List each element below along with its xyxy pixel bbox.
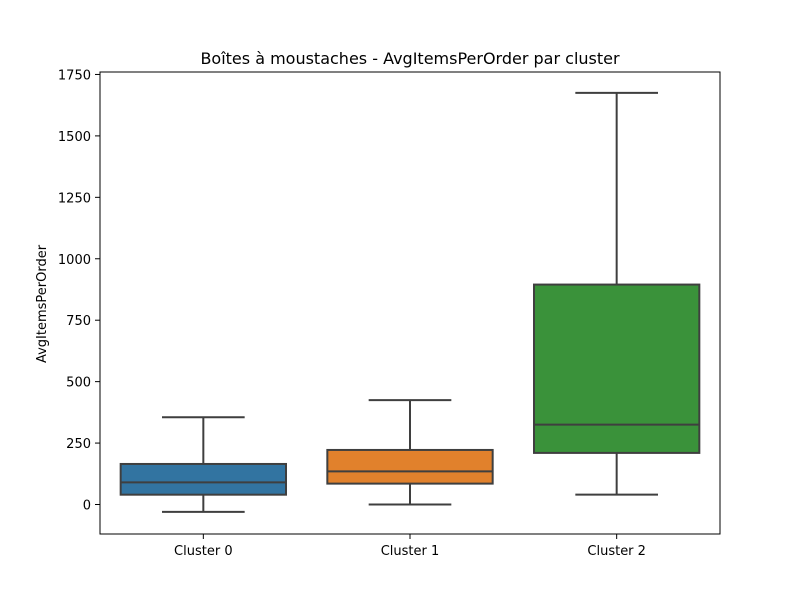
y-axis: 0 250 500 750 1000 1250 1500 1750 xyxy=(58,68,100,514)
box-1 xyxy=(326,399,494,506)
iqr-box xyxy=(326,448,494,485)
iqr-box xyxy=(119,462,287,496)
box-2 xyxy=(533,91,701,496)
plot-area xyxy=(119,91,701,513)
y-axis-label: AvgItemsPerOrder xyxy=(35,244,50,363)
y-tick-label: 0 xyxy=(83,499,91,514)
x-tick-label: Cluster 1 xyxy=(381,544,440,559)
box-0 xyxy=(119,416,287,513)
x-tick-label: Cluster 2 xyxy=(587,544,646,559)
y-tick-label: 1250 xyxy=(58,191,91,206)
x-axis: Cluster 0 Cluster 1 Cluster 2 xyxy=(174,534,646,559)
iqr-box xyxy=(533,283,701,454)
x-tick-label: Cluster 0 xyxy=(174,544,233,559)
chart-title: Boîtes à moustaches - AvgItemsPerOrder p… xyxy=(200,49,620,68)
y-tick-label: 1750 xyxy=(58,68,91,83)
y-tick-label: 500 xyxy=(66,376,91,391)
plot-frame xyxy=(99,71,721,535)
y-tick-label: 1000 xyxy=(58,253,91,268)
y-tick-label: 1500 xyxy=(58,130,91,145)
y-tick-label: 750 xyxy=(66,314,91,329)
y-tick-label: 250 xyxy=(66,437,91,452)
